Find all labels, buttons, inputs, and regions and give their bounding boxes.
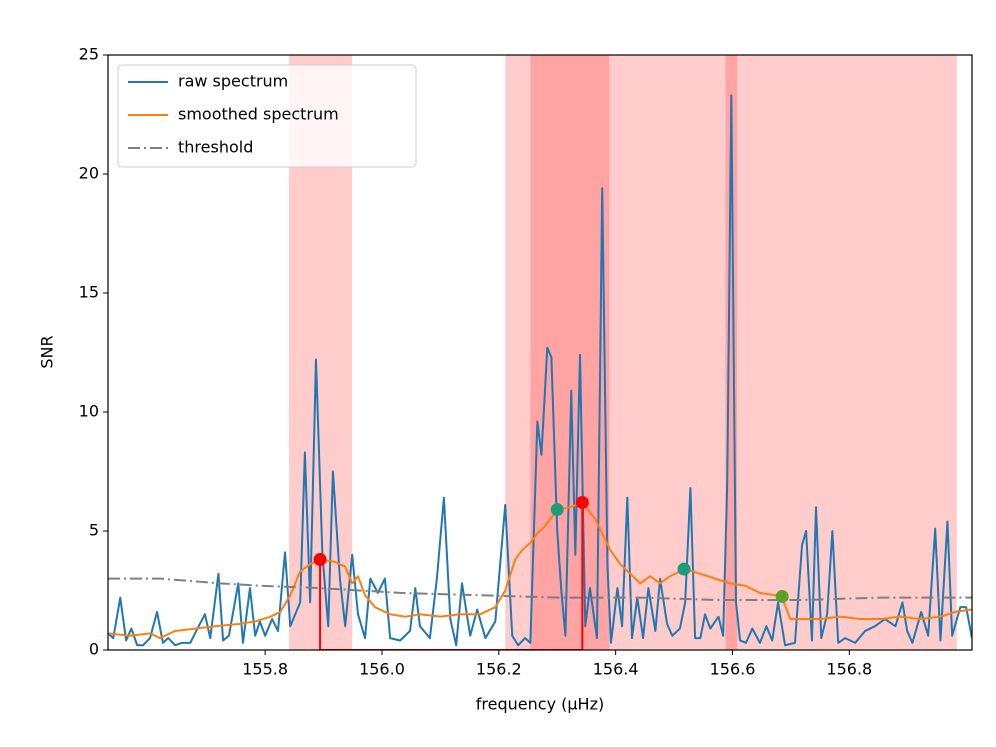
legend-label: raw spectrum <box>178 72 288 91</box>
series-line <box>108 501 972 640</box>
series-line <box>108 577 972 602</box>
y-tick-label: 5 <box>89 521 99 540</box>
x-tick-label: 156.6 <box>710 660 756 679</box>
y-tick-label: 15 <box>79 283 99 302</box>
x-tick-label: 156.2 <box>476 660 522 679</box>
stem-marker <box>313 553 327 567</box>
axes-frame <box>107 54 973 651</box>
y-tick-label: 25 <box>79 45 99 64</box>
region <box>634 55 738 650</box>
x-tick-label: 155.8 <box>242 660 288 679</box>
y-tick-label: 20 <box>79 164 99 183</box>
point-marker <box>677 562 691 576</box>
point-marker <box>775 589 789 603</box>
x-axis-label: frequency (μHz) <box>476 695 604 714</box>
y-tick-label: 0 <box>89 640 99 659</box>
legend-label: threshold <box>178 138 253 157</box>
x-tick-label: 156.4 <box>593 660 639 679</box>
plot-area <box>108 55 972 650</box>
x-tick-label: 156.0 <box>359 660 405 679</box>
stem-marker <box>575 495 589 509</box>
region <box>725 55 957 650</box>
y-axis-label: SNR <box>38 335 57 368</box>
series-line <box>108 94 972 647</box>
legend-box <box>117 64 417 168</box>
x-tick-label: 156.8 <box>826 660 872 679</box>
legend-label: smoothed spectrum <box>178 105 339 124</box>
point-marker <box>550 503 564 517</box>
y-tick-label: 10 <box>79 402 99 421</box>
